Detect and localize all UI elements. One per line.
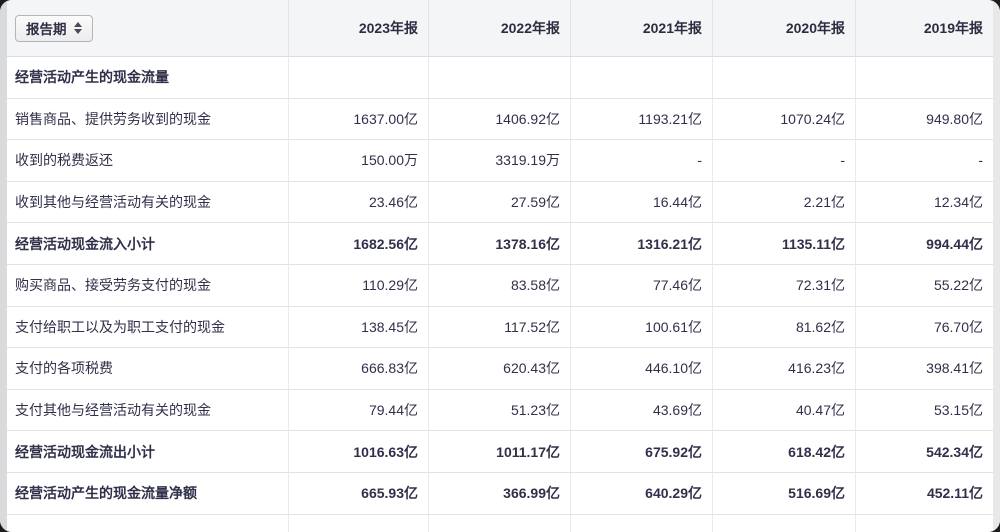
cell-empty [288, 514, 428, 532]
row-label: 支付的各项税费 [15, 360, 113, 377]
cell-value: 27.59亿 [428, 181, 570, 223]
cell-value: 79.44亿 [288, 389, 428, 431]
cell-value: 949.80亿 [855, 98, 993, 140]
row-label: 经营活动现金流出小计 [15, 443, 155, 460]
cell-value: 81.62亿 [712, 306, 855, 348]
cell-value: 618.42亿 [712, 431, 855, 472]
row-label: 购买商品、接受劳务支付的现金 [15, 277, 211, 294]
cell-value: 640.29亿 [570, 472, 712, 514]
cash-flow-table: 报告期 2023年报 2022年报 2021年报 2020年报 2019年报 经… [7, 0, 993, 532]
cell-value: 43.69亿 [570, 389, 712, 431]
table-row: 收到其他与经营活动有关的现金 23.46亿 27.59亿 16.44亿 2.21亿 12.… [7, 181, 993, 224]
column-header-2021: 2021年报 [570, 0, 712, 56]
table-row: 支付的各项税费 666.83亿 620.43亿 446.10亿 416.23亿 398.4… [7, 348, 993, 390]
row-label: 收到其他与经营活动有关的现金 [15, 194, 211, 211]
cell-value: 1135.11亿 [712, 223, 855, 264]
table-row: 经营活动产生的现金流量净额 665.93亿 366.99亿 640.29亿 516.69… [7, 472, 993, 515]
table-row: 经营活动产生的现金流量 [7, 57, 993, 99]
table-row: 支付其他与经营活动有关的现金 79.44亿 51.23亿 43.69亿 40.47亿 53… [7, 389, 993, 432]
cell-value: 117.52亿 [428, 306, 570, 348]
cell-value: 416.23亿 [712, 348, 855, 389]
cell-value: 55.22亿 [855, 264, 993, 306]
cell-value: 53.15亿 [855, 389, 993, 431]
cell-value: 12.34亿 [855, 181, 993, 223]
cell-value: 40.47亿 [712, 389, 855, 431]
cell-value: 3319.19万 [428, 140, 570, 181]
report-period-sort-button[interactable]: 报告期 [15, 14, 93, 42]
column-header-2023: 2023年报 [288, 0, 428, 56]
left-gutter [0, 0, 7, 532]
cell-value: 83.58亿 [428, 264, 570, 306]
table-row: 购买商品、接受劳务支付的现金 110.29亿 83.58亿 77.46亿 72.31亿 5… [7, 264, 993, 307]
row-label: 经营活动产生的现金流量净额 [15, 485, 197, 502]
cell-value: 666.83亿 [288, 348, 428, 389]
cell-value: 1637.00亿 [288, 98, 428, 140]
table-body: 经营活动产生的现金流量销售商品、提供劳务收到的现金 1637.00亿 1406.92… [7, 57, 993, 532]
cell-value: - [855, 140, 993, 181]
partial-row [7, 514, 993, 532]
cell-value: 16.44亿 [570, 181, 712, 223]
cell-value: 1070.24亿 [712, 98, 855, 140]
row-label: 经营活动产生的现金流量 [15, 69, 169, 86]
cell-value: 1016.63亿 [288, 431, 428, 472]
cell-empty [570, 514, 712, 532]
cell-value: 620.43亿 [428, 348, 570, 389]
cell-value: 100.61亿 [570, 306, 712, 348]
cell-empty [855, 514, 993, 532]
cell-value: 23.46亿 [288, 181, 428, 223]
column-header-2019: 2019年报 [855, 0, 993, 56]
cell-value: 1378.16亿 [428, 223, 570, 264]
column-header-2020: 2020年报 [712, 0, 855, 56]
right-gutter [993, 0, 1000, 532]
cell-value: 675.92亿 [570, 431, 712, 472]
table-row: 经营活动现金流出小计 1016.63亿 1011.17亿 675.92亿 618.42亿… [7, 431, 993, 473]
cell-value: 542.34亿 [855, 431, 993, 472]
cell-value: 138.45亿 [288, 306, 428, 348]
cell-value: 398.41亿 [855, 348, 993, 389]
cell-value [712, 57, 855, 98]
cell-value: 76.70亿 [855, 306, 993, 348]
cell-value: 150.00万 [288, 140, 428, 181]
row-label: 收到的税费返还 [15, 152, 113, 169]
table-header-row: 报告期 2023年报 2022年报 2021年报 2020年报 2019年报 [7, 0, 993, 57]
row-label: 支付给职工以及为职工支付的现金 [15, 318, 225, 335]
cell-value: 665.93亿 [288, 472, 428, 514]
cell-value: 1011.17亿 [428, 431, 570, 472]
cell-value: 1193.21亿 [570, 98, 712, 140]
cell-value: 1316.21亿 [570, 223, 712, 264]
cell-value [570, 57, 712, 98]
table-row: 经营活动现金流入小计 1682.56亿 1378.16亿 1316.21亿 1135.1… [7, 223, 993, 265]
table-row: 收到的税费返还 150.00万 3319.19万 - - - [7, 140, 993, 182]
cell-value: 77.46亿 [570, 264, 712, 306]
cell-value: - [570, 140, 712, 181]
row-label: 销售商品、提供劳务收到的现金 [15, 110, 211, 127]
table-row: 支付给职工以及为职工支付的现金 138.45亿 117.52亿 100.61亿 81.6… [7, 306, 993, 349]
cell-value: 1406.92亿 [428, 98, 570, 140]
cell-value: - [712, 140, 855, 181]
cell-value: 1682.56亿 [288, 223, 428, 264]
column-header-2022: 2022年报 [428, 0, 570, 56]
table-row: 销售商品、提供劳务收到的现金 1637.00亿 1406.92亿 1193.21亿 10… [7, 98, 993, 141]
sort-arrows-icon [73, 22, 82, 34]
cell-value [288, 57, 428, 98]
cell-value: 110.29亿 [288, 264, 428, 306]
report-period-header-cell: 报告期 [7, 0, 288, 56]
cell-value: 994.44亿 [855, 223, 993, 264]
cell-value: 72.31亿 [712, 264, 855, 306]
report-period-label: 报告期 [26, 22, 67, 37]
cell-value [428, 57, 570, 98]
cell-value: 2.21亿 [712, 181, 855, 223]
cell-value [855, 57, 993, 98]
cell-value: 446.10亿 [570, 348, 712, 389]
row-label: 经营活动现金流入小计 [15, 235, 155, 252]
cell-value: 452.11亿 [855, 472, 993, 514]
row-label: 支付其他与经营活动有关的现金 [15, 402, 211, 419]
cell-empty [712, 514, 855, 532]
cell-value: 366.99亿 [428, 472, 570, 514]
cell-empty [7, 515, 288, 532]
cell-value: 516.69亿 [712, 472, 855, 514]
cell-empty [428, 514, 570, 532]
cell-value: 51.23亿 [428, 389, 570, 431]
